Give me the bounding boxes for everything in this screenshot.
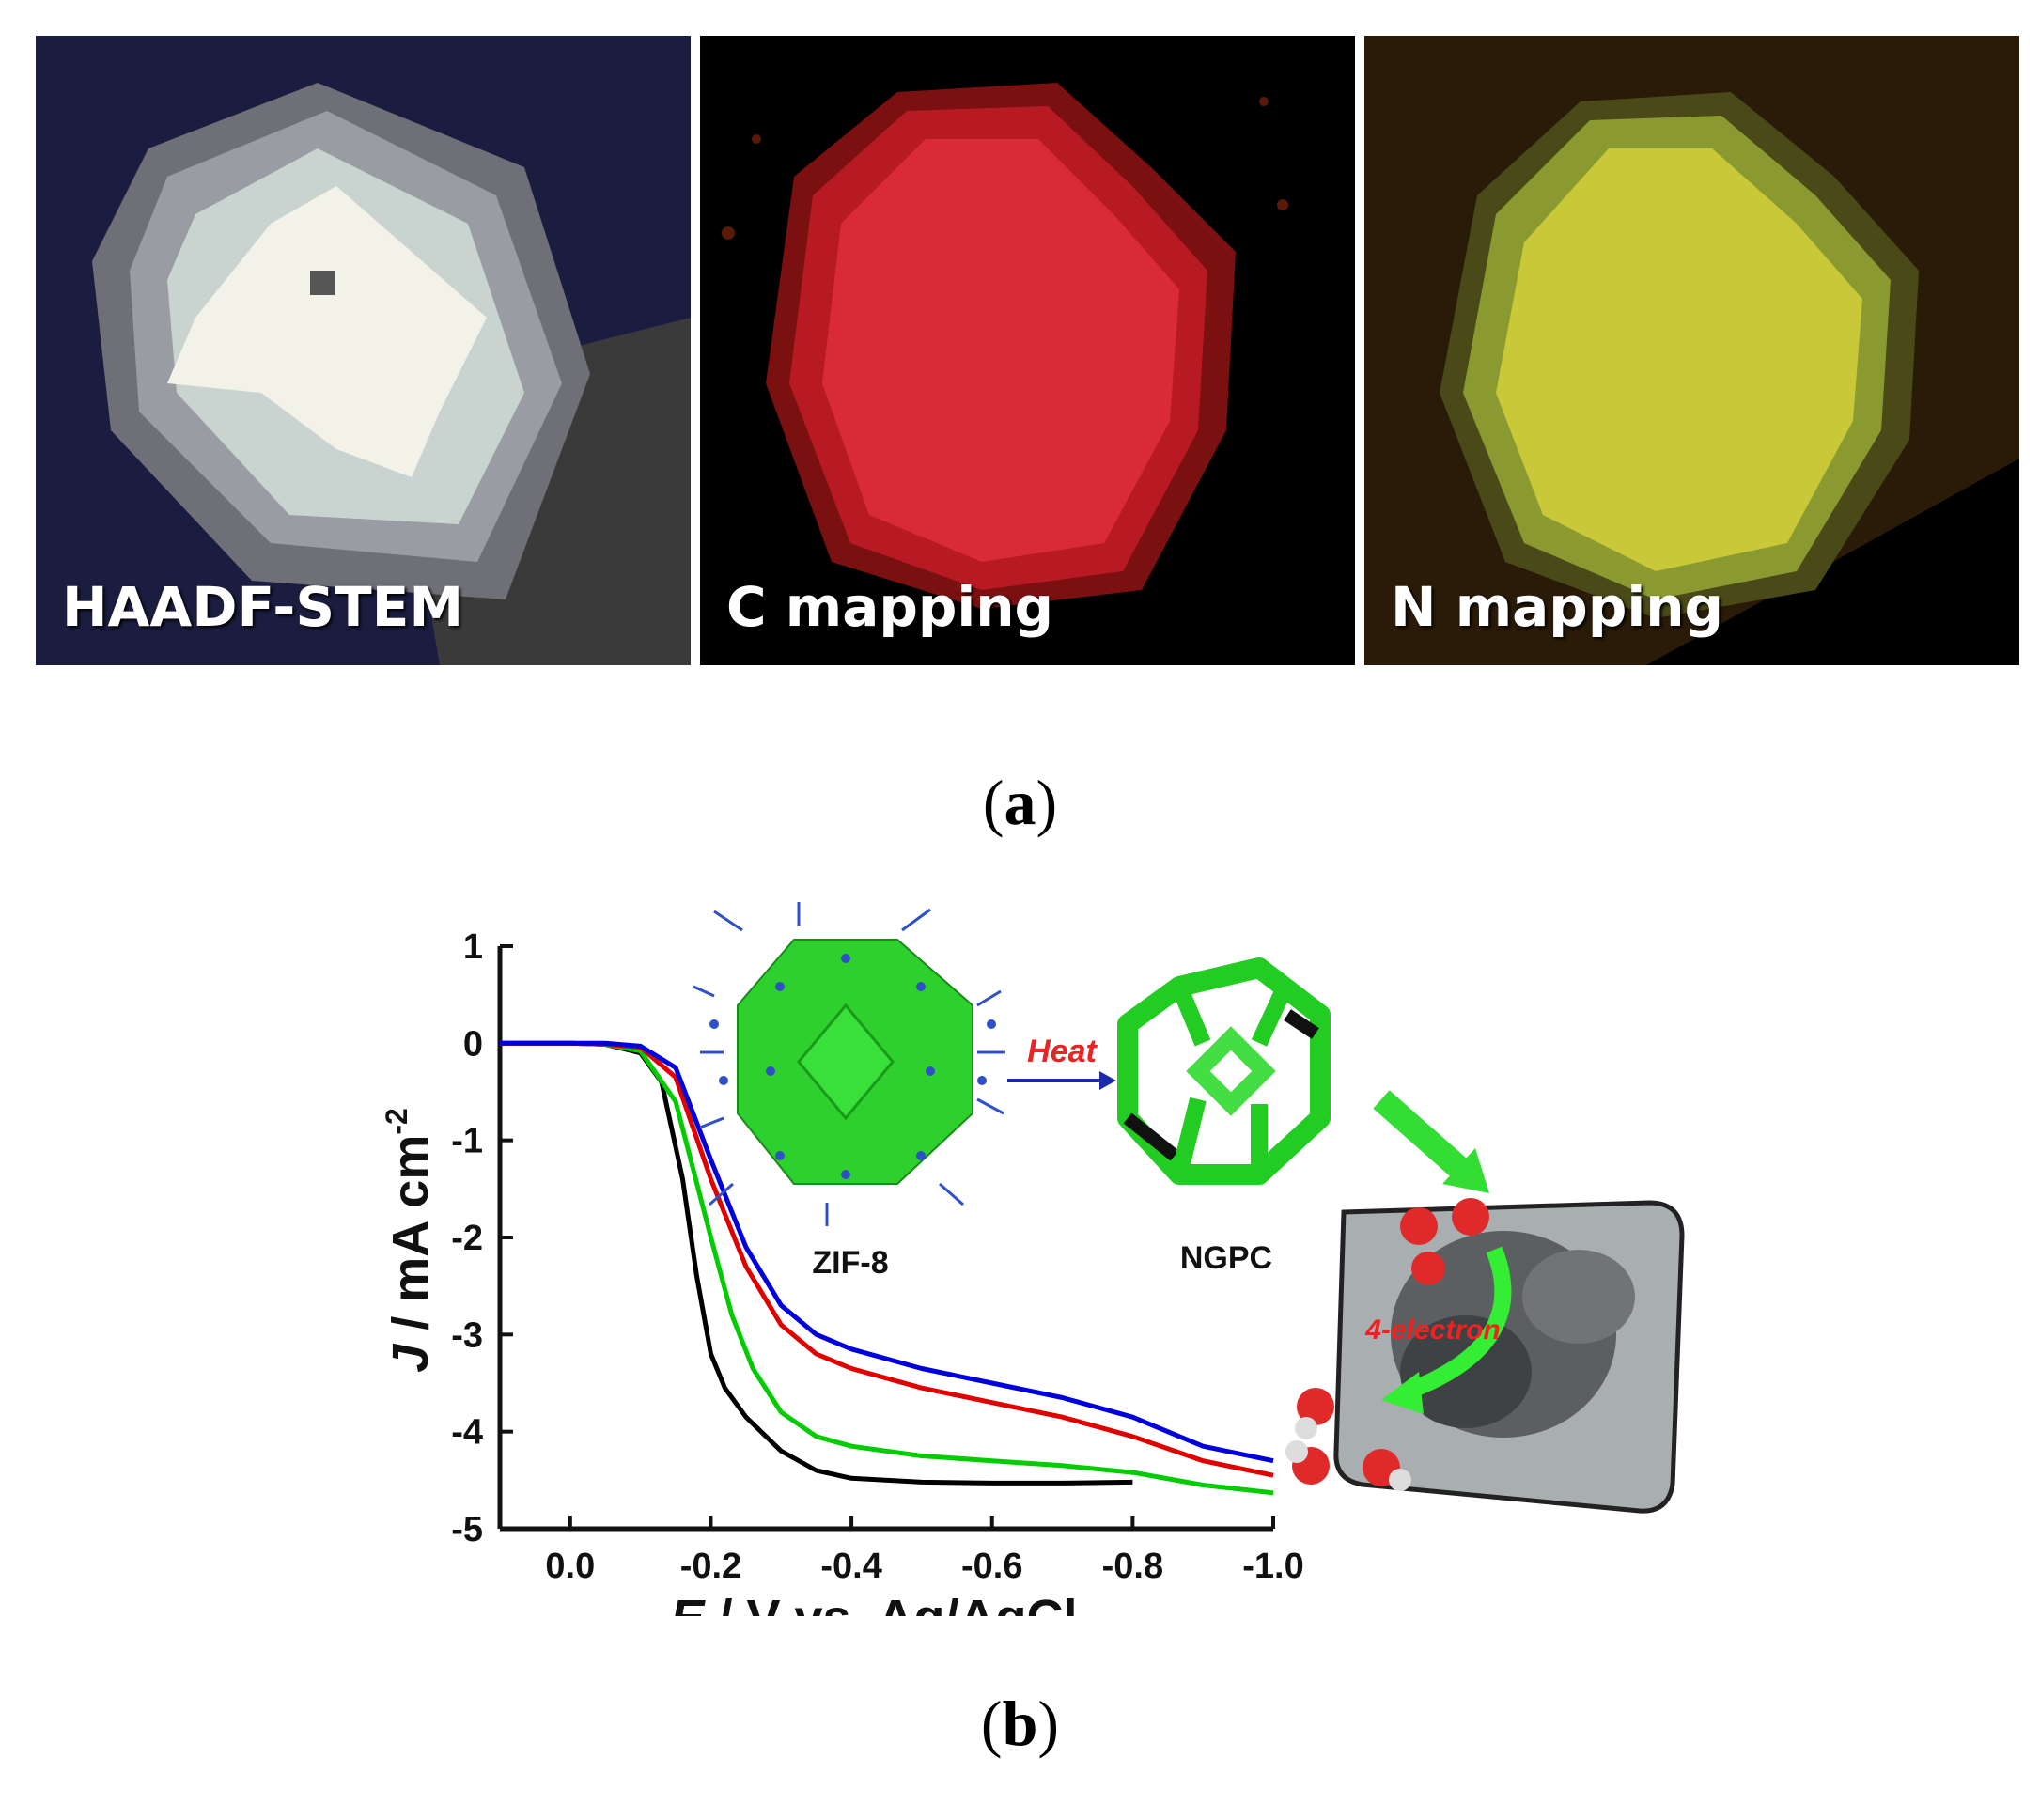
four-electron-label: 4-electron	[1364, 1314, 1500, 1346]
c-mapping-panel: C mapping	[700, 36, 1355, 665]
x-tick-label: -0.8	[1102, 1547, 1163, 1586]
x-tick-label: -1.0	[1242, 1547, 1303, 1586]
n-mapping-panel: N mapping	[1364, 36, 2019, 665]
caption-b: (b)	[980, 1688, 1060, 1759]
haadf-stem-image	[36, 36, 691, 665]
green-arrow-icon	[1373, 1090, 1489, 1193]
y-tick-label: 0	[463, 1024, 483, 1064]
heat-arrow-icon	[1007, 1071, 1116, 1090]
zif8-structure-icon	[693, 902, 1005, 1226]
ngpc-cage-icon	[1117, 957, 1331, 1185]
y-axis-ticks: 1 0 -1 -2 -3 -4 -5	[451, 927, 513, 1549]
caption-a-letter: a	[1004, 767, 1036, 838]
series-line-3	[500, 1040, 1274, 1464]
haadf-stem-label: HAADF-STEM	[62, 575, 464, 639]
y-tick-label: -4	[451, 1413, 483, 1453]
x-tick-label: -0.2	[680, 1547, 741, 1586]
series-line-1	[500, 1040, 1274, 1496]
caption-b-letter: b	[1002, 1688, 1038, 1759]
heat-label: Heat	[1027, 1034, 1098, 1069]
chart-series	[500, 1040, 1274, 1496]
y-tick-label: -1	[451, 1122, 483, 1161]
caption-a: (a)	[982, 767, 1058, 838]
y-tick-label: -2	[451, 1219, 483, 1258]
x-axis-title: E / V vs. Ag/AgCl	[670, 1590, 1077, 1616]
c-mapping-image	[700, 36, 1355, 665]
c-mapping-label: C mapping	[726, 575, 1054, 639]
x-tick-label: 0.0	[545, 1547, 595, 1586]
zif8-label: ZIF-8	[812, 1245, 888, 1281]
figure-b: 1 0 -1 -2 -3 -4 -5 0.0 -0.2 -0.4 -0.6 -0.8 -1.0 E /…	[380, 902, 1685, 1616]
electron-arrow-icon	[1381, 1246, 1512, 1414]
y-axis-title: J / mA cm-2	[380, 1108, 439, 1373]
y-tick-label: -3	[451, 1315, 483, 1355]
haadf-stem-panel: HAADF-STEM	[36, 36, 691, 665]
y-tick-label: -5	[451, 1510, 483, 1549]
oxygen-molecules-icon	[1285, 1198, 1489, 1491]
x-tick-label: -0.4	[820, 1547, 881, 1586]
n-mapping-label: N mapping	[1391, 575, 1724, 639]
ngpc-label: NGPC	[1180, 1240, 1272, 1276]
x-tick-label: -0.6	[961, 1547, 1022, 1586]
n-mapping-image	[1364, 36, 2019, 665]
x-axis-ticks: 0.0 -0.2 -0.4 -0.6 -0.8 -1.0	[545, 1516, 1304, 1586]
y-tick-label: 1	[463, 927, 483, 967]
